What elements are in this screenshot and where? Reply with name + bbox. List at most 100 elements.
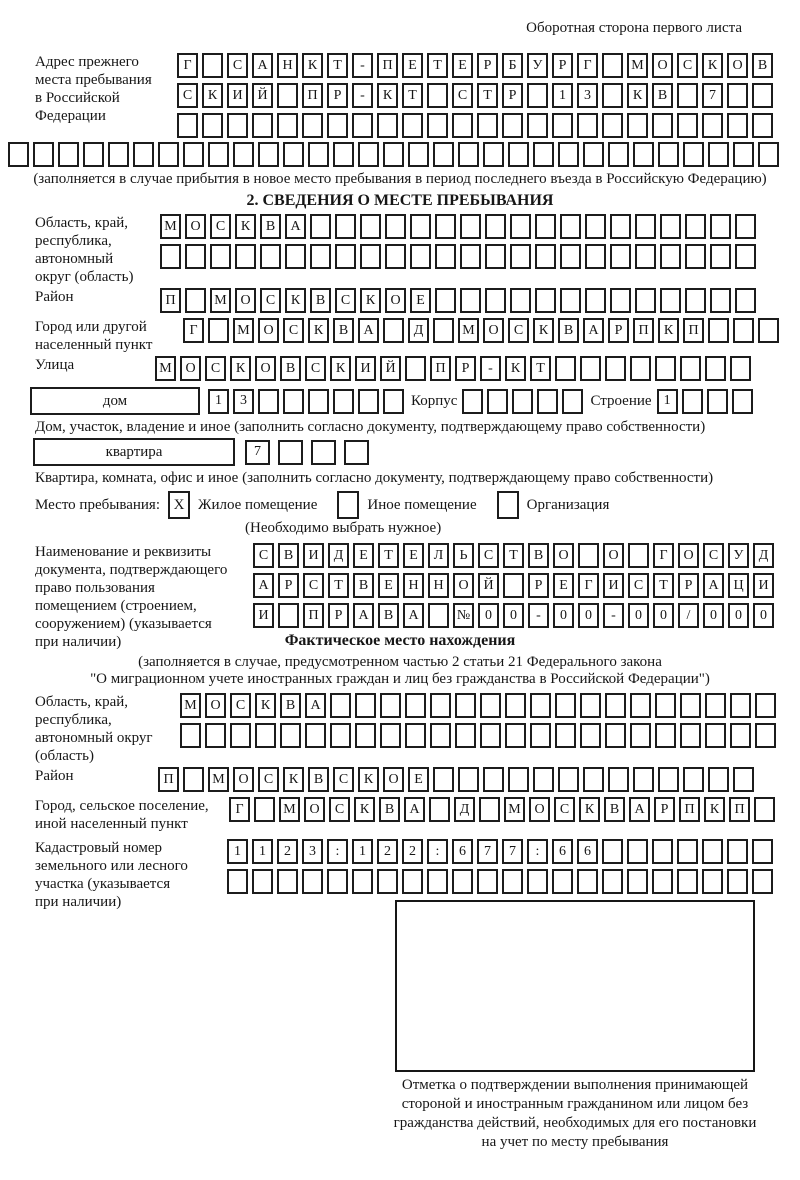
char-cell: О [727,53,748,78]
char-cell [755,723,776,748]
char-cell: М [180,693,201,718]
char-cell [733,318,754,343]
char-cell: С [253,543,274,568]
char-cell: К [358,767,379,792]
stroenie-label: Строение [590,392,652,409]
section2-title: 2. СВЕДЕНИЯ О МЕСТЕ ПРЕБЫВАНИЯ [246,192,554,209]
char-cell [537,388,559,414]
char-cell: Й [252,83,273,108]
char-cell [512,388,534,414]
char-cell [608,142,629,167]
char-cell [254,797,275,822]
char-cell: Л [428,543,449,568]
region-label: Область, край, республика, автономный округ… [35,214,160,286]
char-cell [83,142,104,167]
char-cell [429,797,450,822]
char-cell [710,288,731,313]
text-line: автономный [35,251,114,267]
char-cell [333,142,354,167]
char-cell: Д [454,797,475,822]
char-cell [327,113,348,138]
char-cell: А [353,603,374,628]
char-cell: М [627,53,648,78]
char-cell [385,214,406,239]
char-cell [227,113,248,138]
char-cell [208,318,229,343]
char-cell: С [258,767,279,792]
char-cell: А [358,318,379,343]
apartment-cells: 7 [245,439,369,465]
char-cell: Т [327,53,348,78]
char-cell [183,142,204,167]
char-cell [577,113,598,138]
char-cell [402,869,423,894]
char-cell: 1 [208,388,229,414]
char-cell [527,83,548,108]
char-cell [452,869,473,894]
char-cell: К [704,797,725,822]
text-line: стороной и иностранным гражданином или л… [401,1096,749,1112]
char-cell: 0 [728,603,749,628]
char-cell [731,388,753,414]
char-cell: Р [327,83,348,108]
text-line: Область, край, [35,694,129,710]
char-cell: С [333,767,354,792]
char-cell [327,869,348,894]
char-cell [602,53,623,78]
char-cell: Р [654,797,675,822]
char-cell: О [235,288,256,313]
cadastral-row-2 [227,869,800,894]
char-cell [435,244,456,269]
char-cell [602,113,623,138]
char-cell [585,214,606,239]
char-cell: Е [378,573,399,598]
char-cell [408,142,429,167]
char-cell: 6 [577,839,598,864]
char-cell [510,214,531,239]
region-row-2 [160,244,756,269]
char-cell [727,113,748,138]
char-cell [685,288,706,313]
char-cell: Р [278,573,299,598]
char-cell: 7 [245,439,270,465]
char-cell: Е [553,573,574,598]
text-line: (область) [35,748,94,764]
char-cell [310,244,331,269]
cadastral-label: Кадастровый номер земельного или лесного у… [35,839,188,911]
char-cell: В [333,318,354,343]
char-cell: : [527,839,548,864]
char-cell [702,869,723,894]
char-cell [533,767,554,792]
char-cell [479,797,500,822]
char-cell: М [208,767,229,792]
char-cell [702,839,723,864]
char-cell: О [255,356,276,381]
city3-field: Город, сельское поселение, иной населенны… [35,797,800,833]
char-cell [380,693,401,718]
char-cell: П [430,356,451,381]
char-cell: Г [653,543,674,568]
char-cell: К [230,356,251,381]
char-cell: 0 [503,603,524,628]
char-cell [185,288,206,313]
char-cell: С [205,356,226,381]
char-cell [477,113,498,138]
char-cell [483,142,504,167]
char-cell [652,113,673,138]
char-cell [385,244,406,269]
char-cell [330,693,351,718]
char-cell [683,767,704,792]
char-cell [233,142,254,167]
apartment-box-label: квартира [33,438,235,466]
char-cell: О [678,543,699,568]
char-cell: К [302,53,323,78]
char-cell: В [353,573,374,598]
char-cell [562,388,584,414]
char-cell: Т [477,83,498,108]
char-cell: А [629,797,650,822]
text-line: Область, край, [35,215,129,231]
stamp-box [395,900,755,1072]
